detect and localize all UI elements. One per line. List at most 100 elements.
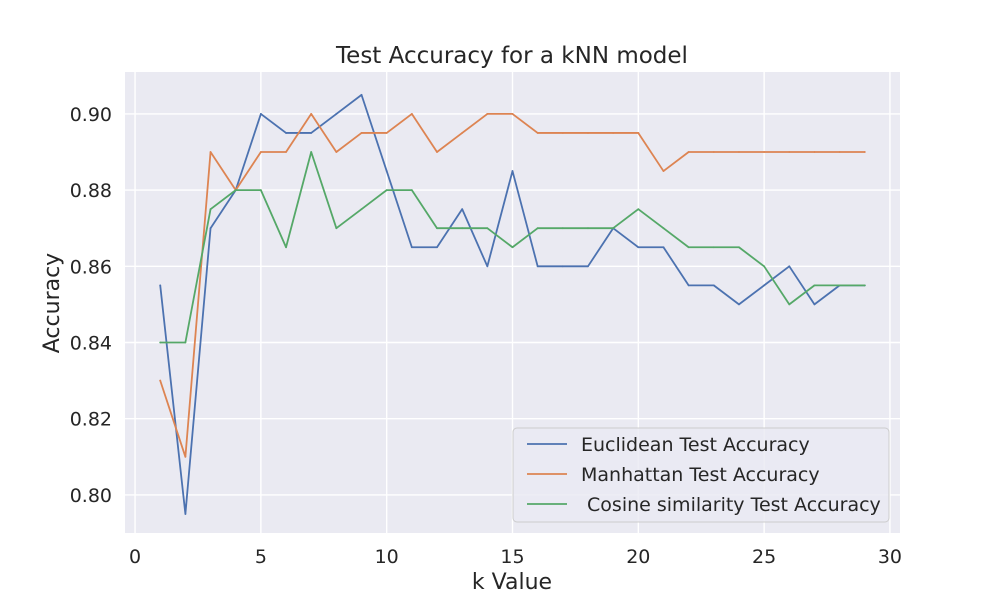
y-tick-label: 0.88 bbox=[70, 180, 112, 202]
tick-label-layer: 0 5 10 15 20 25 30 0.80 0.82 0.84 0.86 0.88 0.90 bbox=[70, 104, 902, 568]
data-point bbox=[738, 151, 740, 153]
data-point bbox=[561, 227, 564, 230]
data-point bbox=[587, 227, 589, 230]
data-point bbox=[259, 113, 262, 115]
data-point bbox=[788, 151, 791, 153]
legend-box bbox=[512, 427, 890, 523]
data-point bbox=[285, 132, 287, 134]
data-point bbox=[662, 246, 665, 249]
data-point bbox=[360, 208, 363, 211]
data-point bbox=[259, 189, 262, 192]
data-point bbox=[436, 151, 438, 153]
legend: Euclidean Test Accuracy Manhattan Test Ac… bbox=[512, 427, 890, 523]
data-point bbox=[410, 189, 413, 192]
data-point bbox=[335, 113, 338, 115]
data-point bbox=[234, 189, 237, 192]
data-point bbox=[712, 284, 715, 287]
data-point bbox=[687, 151, 690, 153]
data-point bbox=[838, 151, 841, 153]
y-tick-label: 0.80 bbox=[70, 485, 112, 507]
data-point bbox=[511, 246, 514, 249]
data-point bbox=[461, 208, 464, 211]
legend-items: Euclidean Test Accuracy Manhattan Test Ac… bbox=[527, 434, 881, 516]
data-point bbox=[335, 227, 338, 230]
data-point bbox=[259, 151, 262, 153]
data-point bbox=[184, 341, 187, 344]
series-layer bbox=[159, 93, 866, 515]
data-point bbox=[159, 341, 162, 344]
x-tick-label: 10 bbox=[375, 546, 399, 568]
data-point bbox=[536, 227, 539, 230]
data-point bbox=[587, 265, 589, 268]
data-point bbox=[763, 284, 766, 287]
data-point bbox=[813, 284, 816, 287]
data-point bbox=[486, 227, 489, 230]
data-point bbox=[486, 113, 489, 115]
data-point bbox=[662, 227, 665, 230]
data-point bbox=[863, 151, 866, 153]
data-point bbox=[486, 265, 489, 268]
x-tick-label: 0 bbox=[129, 546, 141, 568]
data-point bbox=[385, 170, 388, 172]
data-point bbox=[637, 246, 640, 249]
data-point bbox=[738, 303, 740, 306]
data-point bbox=[461, 132, 464, 134]
data-point bbox=[662, 170, 665, 172]
x-axis-label: k Value bbox=[472, 570, 552, 595]
data-point bbox=[838, 284, 841, 287]
data-point bbox=[863, 284, 866, 287]
y-tick-label: 0.86 bbox=[70, 256, 112, 278]
data-point bbox=[587, 132, 589, 134]
data-point bbox=[763, 151, 766, 153]
data-point bbox=[788, 265, 791, 268]
data-point bbox=[410, 246, 413, 249]
data-point bbox=[763, 265, 766, 268]
data-point bbox=[687, 284, 690, 287]
data-point bbox=[511, 113, 514, 115]
x-tick-label: 25 bbox=[752, 546, 776, 568]
data-point bbox=[335, 151, 338, 153]
legend-label-0: Euclidean Test Accuracy bbox=[581, 434, 810, 456]
data-point bbox=[712, 246, 715, 249]
data-point bbox=[612, 132, 615, 134]
data-point bbox=[310, 113, 313, 115]
chart-title: Test Accuracy for a kNN model bbox=[335, 43, 688, 69]
data-point bbox=[612, 227, 615, 230]
data-point bbox=[184, 455, 187, 458]
data-point bbox=[561, 265, 564, 268]
y-tick-label: 0.82 bbox=[70, 409, 112, 431]
data-point bbox=[310, 151, 313, 153]
data-point bbox=[536, 265, 539, 268]
data-point bbox=[436, 227, 438, 230]
data-point bbox=[637, 132, 640, 134]
data-point bbox=[813, 303, 816, 306]
data-point bbox=[436, 246, 438, 249]
data-point bbox=[385, 132, 388, 134]
data-point bbox=[410, 113, 413, 115]
data-point bbox=[561, 132, 564, 134]
y-tick-label: 0.84 bbox=[70, 333, 112, 355]
data-point bbox=[285, 151, 287, 153]
x-tick-label: 5 bbox=[255, 546, 267, 568]
data-point bbox=[813, 151, 816, 153]
data-point bbox=[159, 379, 162, 382]
x-tick-label: 30 bbox=[878, 546, 902, 568]
data-point bbox=[285, 246, 287, 249]
data-point bbox=[511, 170, 514, 172]
legend-label-1: Manhattan Test Accuracy bbox=[581, 464, 820, 486]
data-point bbox=[712, 151, 715, 153]
x-tick-label: 15 bbox=[500, 546, 524, 568]
legend-label-2: Cosine similarity Test Accuracy bbox=[581, 494, 881, 516]
data-point bbox=[360, 93, 363, 96]
data-point bbox=[536, 132, 539, 134]
data-point bbox=[159, 284, 162, 287]
y-tick-label: 0.90 bbox=[70, 104, 112, 126]
data-point bbox=[360, 132, 363, 134]
data-point bbox=[385, 189, 388, 192]
y-axis-label: Accuracy bbox=[40, 253, 65, 353]
data-point bbox=[461, 227, 464, 230]
data-point bbox=[209, 227, 212, 230]
data-point bbox=[687, 246, 690, 249]
data-point bbox=[184, 513, 187, 515]
